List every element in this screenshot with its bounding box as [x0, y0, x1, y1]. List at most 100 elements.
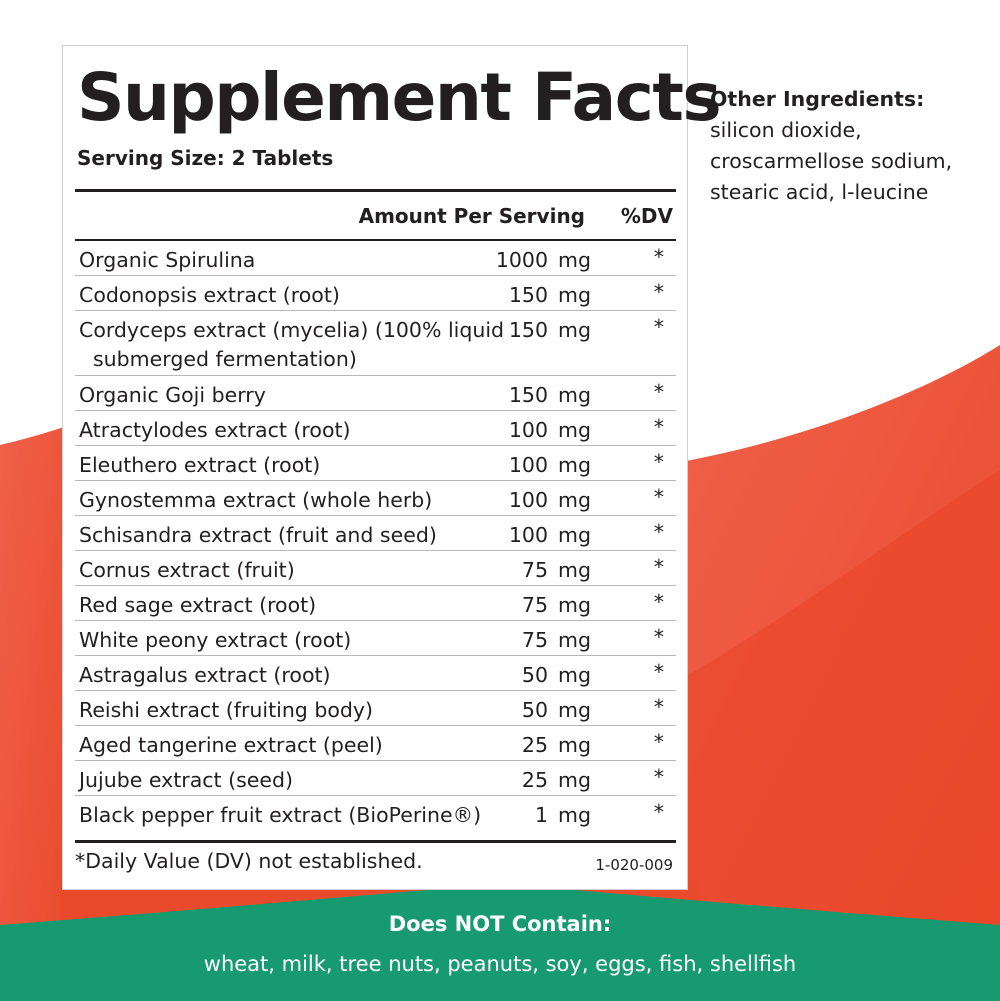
red-wave-highlight [680, 470, 1000, 1001]
product-code: 1-020-009 [595, 856, 673, 874]
ingredient-name: Organic Spirulina [79, 248, 256, 272]
ingredient-unit: mg [558, 488, 591, 512]
table-row: Cordyceps extract (mycelia) (100% liquid… [75, 311, 676, 376]
ingredient-name: Astragalus extract (root) [79, 663, 331, 687]
ingredient-table: Organic Spirulina 1000 mg * Codonopsis e… [75, 241, 676, 831]
ingredient-unit: mg [558, 248, 591, 272]
ingredient-dv: * [653, 765, 664, 789]
other-ingredients-line: stearic acid, l-leucine [710, 180, 929, 204]
green-band [0, 884, 1000, 1001]
red-wave-left [0, 425, 70, 1001]
ingredient-amount: 75 [521, 628, 548, 652]
ingredient-amount: 100 [508, 418, 548, 442]
ingredient-dv: * [653, 625, 664, 649]
ingredient-unit: mg [558, 283, 591, 307]
ingredient-name: Organic Goji berry [79, 383, 266, 407]
ingredient-dv: * [653, 800, 664, 824]
ingredient-unit: mg [558, 768, 591, 792]
other-ingredients-line: croscarmellose sodium, [710, 149, 953, 173]
table-row: Organic Goji berry 150 mg * [75, 376, 676, 411]
ingredient-name: Cornus extract (fruit) [79, 558, 295, 582]
table-row: Organic Spirulina 1000 mg * [75, 241, 676, 276]
ingredient-name: Jujube extract (seed) [79, 768, 294, 792]
ingredient-name-multiline: Cordyceps extract (mycelia) (100% liquid… [79, 316, 504, 374]
ingredient-unit: mg [558, 383, 591, 407]
ingredient-unit: mg [558, 698, 591, 722]
ingredient-dv: * [653, 315, 664, 339]
ingredient-name: White peony extract (root) [79, 628, 352, 652]
ingredient-dv: * [653, 660, 664, 684]
ingredient-dv: * [653, 245, 664, 269]
ingredient-amount: 25 [521, 768, 548, 792]
page-title: Supplement Facts [77, 59, 722, 136]
ingredient-amount: 25 [521, 733, 548, 757]
ingredient-dv: * [653, 280, 664, 304]
table-row: Codonopsis extract (root) 150 mg * [75, 276, 676, 311]
ingredient-name: Schisandra extract (fruit and seed) [79, 523, 437, 547]
ingredient-dv: * [653, 590, 664, 614]
ingredient-amount: 50 [521, 698, 548, 722]
ingredient-name: Cordyceps extract (mycelia) (100% liquid [79, 318, 505, 342]
table-row: Aged tangerine extract (peel) 25 mg * [75, 726, 676, 761]
ingredient-name: Eleuthero extract (root) [79, 453, 321, 477]
ingredient-dv: * [653, 380, 664, 404]
ingredient-name: Codonopsis extract (root) [79, 283, 340, 307]
ingredient-dv: * [653, 695, 664, 719]
table-row: Gynostemma extract (whole herb) 100 mg * [75, 481, 676, 516]
ingredient-amount: 150 [508, 318, 548, 342]
ingredient-amount: 100 [508, 523, 548, 547]
ingredient-unit: mg [558, 558, 591, 582]
ingredient-unit: mg [558, 318, 591, 342]
ingredient-name: Aged tangerine extract (peel) [79, 733, 383, 757]
table-row: Reishi extract (fruiting body) 50 mg * [75, 691, 676, 726]
ingredient-amount: 75 [521, 558, 548, 582]
ingredient-unit: mg [558, 523, 591, 547]
ingredient-dv: * [653, 555, 664, 579]
divider-bottom [75, 840, 676, 843]
ingredient-dv: * [653, 485, 664, 509]
ingredient-unit: mg [558, 663, 591, 687]
ingredient-dv: * [653, 520, 664, 544]
table-row: White peony extract (root) 75 mg * [75, 621, 676, 656]
ingredient-amount: 150 [508, 383, 548, 407]
ingredient-unit: mg [558, 453, 591, 477]
ingredient-amount: 50 [521, 663, 548, 687]
table-row: Eleuthero extract (root) 100 mg * [75, 446, 676, 481]
ingredient-unit: mg [558, 733, 591, 757]
other-ingredients: Other Ingredients: silicon dioxide, cros… [710, 84, 990, 208]
table-row: Atractylodes extract (root) 100 mg * [75, 411, 676, 446]
other-ingredients-heading: Other Ingredients: [710, 87, 925, 111]
ingredient-name-continued: submerged fermentation) [93, 347, 357, 371]
does-not-contain-list: wheat, milk, tree nuts, peanuts, soy, eg… [203, 952, 797, 976]
ingredient-unit: mg [558, 593, 591, 617]
does-not-contain-heading: Does NOT Contain: [388, 912, 612, 936]
other-ingredients-line: silicon dioxide, [710, 118, 862, 142]
serving-size: Serving Size: 2 Tablets [77, 146, 334, 170]
ingredient-amount: 100 [508, 453, 548, 477]
divider-thick [75, 189, 676, 192]
table-row: Red sage extract (root) 75 mg * [75, 586, 676, 621]
ingredient-amount: 1000 [495, 248, 548, 272]
ingredient-unit: mg [558, 628, 591, 652]
ingredient-dv: * [653, 450, 664, 474]
ingredient-name: Red sage extract (root) [79, 593, 317, 617]
ingredient-name: Gynostemma extract (whole herb) [79, 488, 433, 512]
ingredient-name: Atractylodes extract (root) [79, 418, 351, 442]
table-row: Jujube extract (seed) 25 mg * [75, 761, 676, 796]
header-dv: %DV [620, 204, 673, 228]
daily-value-footnote: *Daily Value (DV) not established. [75, 849, 423, 873]
ingredient-amount: 100 [508, 488, 548, 512]
table-row: Astragalus extract (root) 50 mg * [75, 656, 676, 691]
header-amount-per-serving: Amount Per Serving [358, 204, 585, 228]
ingredient-dv: * [653, 415, 664, 439]
table-row: Schisandra extract (fruit and seed) 100 … [75, 516, 676, 551]
ingredient-amount: 150 [508, 283, 548, 307]
supplement-facts-panel: Supplement Facts Serving Size: 2 Tablets… [62, 45, 722, 890]
ingredient-name: Black pepper fruit extract (BioPerine®) [79, 803, 482, 827]
ingredient-unit: mg [558, 803, 591, 827]
ingredient-unit: mg [558, 418, 591, 442]
divider-header [75, 239, 676, 241]
table-row: Black pepper fruit extract (BioPerine®) … [75, 796, 676, 831]
table-row: Cornus extract (fruit) 75 mg * [75, 551, 676, 586]
ingredient-amount: 1 [534, 803, 548, 827]
